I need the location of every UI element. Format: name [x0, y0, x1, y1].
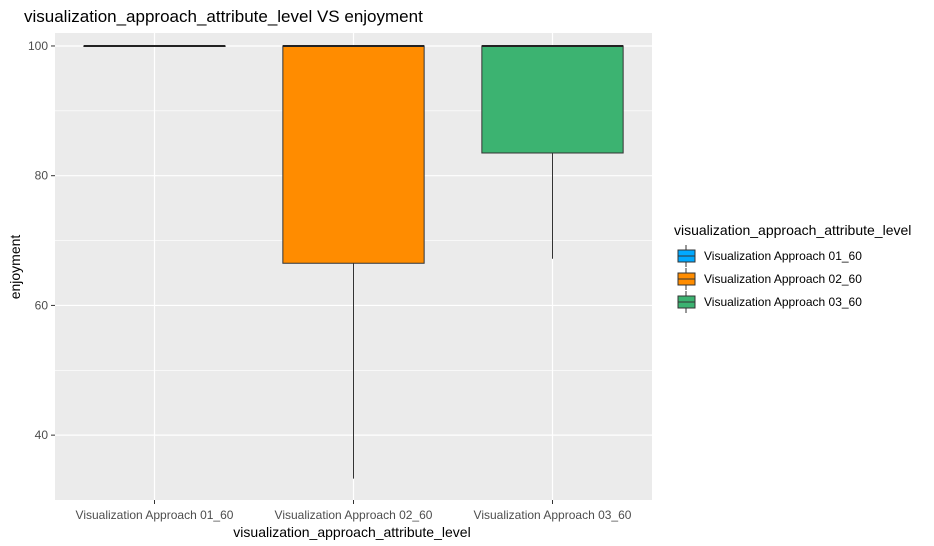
- box-1: [83, 44, 226, 47]
- x-axis-title: visualization_approach_attribute_level: [233, 524, 470, 540]
- box-3: [481, 44, 624, 259]
- legend: visualization_approach_attribute_level V…: [674, 222, 911, 313]
- x-tick-label: Visualization Approach 02_60: [275, 508, 433, 522]
- x-tick-label: Visualization Approach 03_60: [474, 508, 632, 522]
- box-body: [282, 45, 425, 264]
- box-body: [481, 45, 624, 154]
- legend-item-2: Visualization Approach 02_60: [677, 268, 862, 290]
- chart-title: visualization_approach_attribute_level V…: [24, 7, 423, 26]
- legend-item-3: Visualization Approach 03_60: [677, 291, 862, 313]
- legend-title: visualization_approach_attribute_level: [674, 222, 911, 238]
- y-tick-label: 60: [35, 298, 49, 312]
- y-tick-label: 80: [35, 169, 49, 183]
- legend-item-1: Visualization Approach 01_60: [677, 245, 862, 267]
- y-axis-title: enjoyment: [7, 235, 23, 300]
- legend-label: Visualization Approach 01_60: [704, 249, 862, 263]
- x-axis: Visualization Approach 01_60 Visualizatio…: [76, 500, 632, 522]
- x-tick-label: Visualization Approach 01_60: [76, 508, 234, 522]
- y-tick-label: 100: [28, 39, 48, 53]
- box-2: [282, 44, 425, 479]
- legend-label: Visualization Approach 03_60: [704, 295, 862, 309]
- y-axis: 40 60 80 100: [28, 39, 55, 442]
- legend-label: Visualization Approach 02_60: [704, 272, 862, 286]
- boxplot-series: [83, 44, 624, 479]
- y-tick-label: 40: [35, 428, 49, 442]
